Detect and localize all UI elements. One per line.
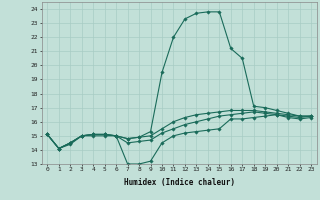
X-axis label: Humidex (Indice chaleur): Humidex (Indice chaleur) [124, 178, 235, 187]
